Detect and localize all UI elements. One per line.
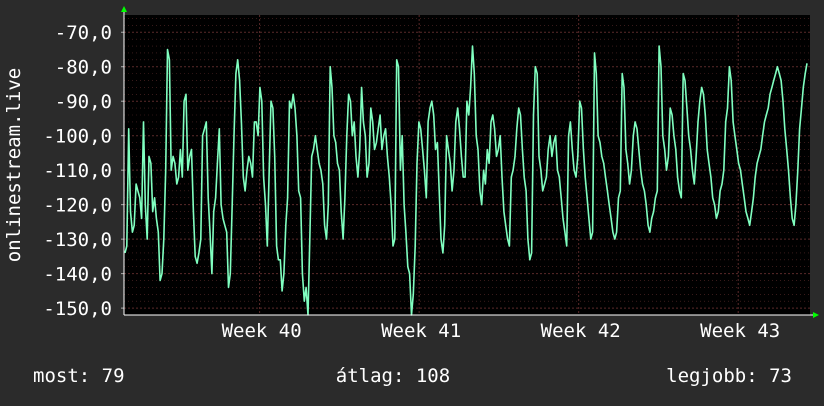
x-tick-label: Week 40 xyxy=(222,320,302,342)
y-tick-label: -80,0 xyxy=(55,57,112,79)
axes xyxy=(121,6,819,318)
y-tick-label: -130,0 xyxy=(43,229,112,251)
y-axis-ticks: -70,0 -80,0 -90,0 -100,0 -110,0 -120,0 -130,0 -… xyxy=(43,22,124,320)
footer-average: átlag: 108 xyxy=(336,365,450,387)
y-tick-label: -90,0 xyxy=(55,91,112,113)
y-tick-label: -70,0 xyxy=(55,22,112,44)
x-tick-label: Week 43 xyxy=(700,320,780,342)
y-tick-label: -140,0 xyxy=(43,264,112,286)
footer-current: most: 79 xyxy=(33,365,125,387)
y-axis-label: onlinestream.live xyxy=(3,68,25,262)
plot-area xyxy=(124,15,810,315)
series-layer xyxy=(124,45,808,316)
x-axis-arrow-icon xyxy=(813,312,819,318)
footer-best: legjobb: 73 xyxy=(666,365,792,387)
grid-lines xyxy=(124,15,810,316)
x-tick-label: Week 41 xyxy=(381,320,461,342)
x-axis-ticks: Week 40 Week 41 Week 42 Week 43 xyxy=(222,320,781,342)
y-tick-label: -150,0 xyxy=(43,298,112,320)
y-axis-arrow-icon xyxy=(121,6,127,12)
x-tick-label: Week 42 xyxy=(541,320,621,342)
y-tick-label: -100,0 xyxy=(43,126,112,148)
y-tick-label: -120,0 xyxy=(43,195,112,217)
series-line xyxy=(124,45,808,316)
y-tick-label: -110,0 xyxy=(43,160,112,182)
